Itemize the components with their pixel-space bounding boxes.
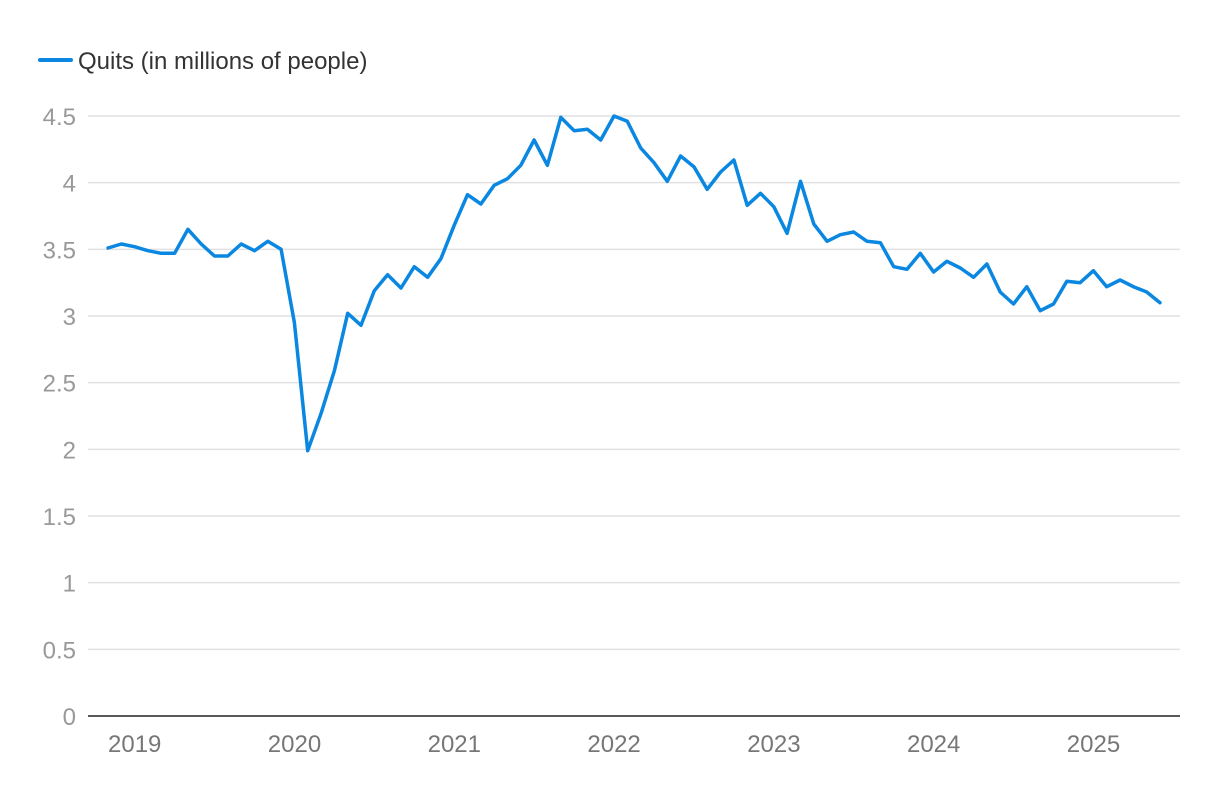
x-tick-label: 2023 — [747, 731, 800, 758]
y-tick-label: 2 — [63, 437, 76, 464]
legend-label: Quits (in millions of people) — [78, 48, 367, 75]
y-tick-label: 2.5 — [43, 371, 76, 398]
y-tick-label: 1 — [63, 571, 76, 598]
y-axis: 0 0.5 1 1.5 2 2.5 3 3.5 4 4.5 — [43, 104, 76, 731]
y-tick-label: 4.5 — [43, 104, 76, 131]
legend: Quits (in millions of people) — [38, 48, 367, 75]
series-layer — [106, 114, 1162, 453]
y-tick-label: 0.5 — [43, 637, 76, 664]
x-tick-label: 2022 — [587, 731, 640, 758]
x-tick-label: 2025 — [1067, 731, 1120, 758]
x-tick-label: 2020 — [268, 731, 321, 758]
x-tick-label: 2021 — [428, 731, 481, 758]
y-tick-label: 1.5 — [43, 504, 76, 531]
x-tick-label: 2024 — [907, 731, 960, 758]
y-tick-label: 4 — [63, 171, 76, 198]
y-tick-label: 3 — [63, 304, 76, 331]
series-line-quits — [106, 114, 1162, 453]
x-axis: 2019 2020 2021 2022 2023 2024 2025 — [108, 731, 1120, 758]
y-tick-label: 3.5 — [43, 237, 76, 264]
y-tick-label: 0 — [63, 704, 76, 731]
grid — [88, 115, 1180, 651]
x-tick-label: 2019 — [108, 731, 161, 758]
